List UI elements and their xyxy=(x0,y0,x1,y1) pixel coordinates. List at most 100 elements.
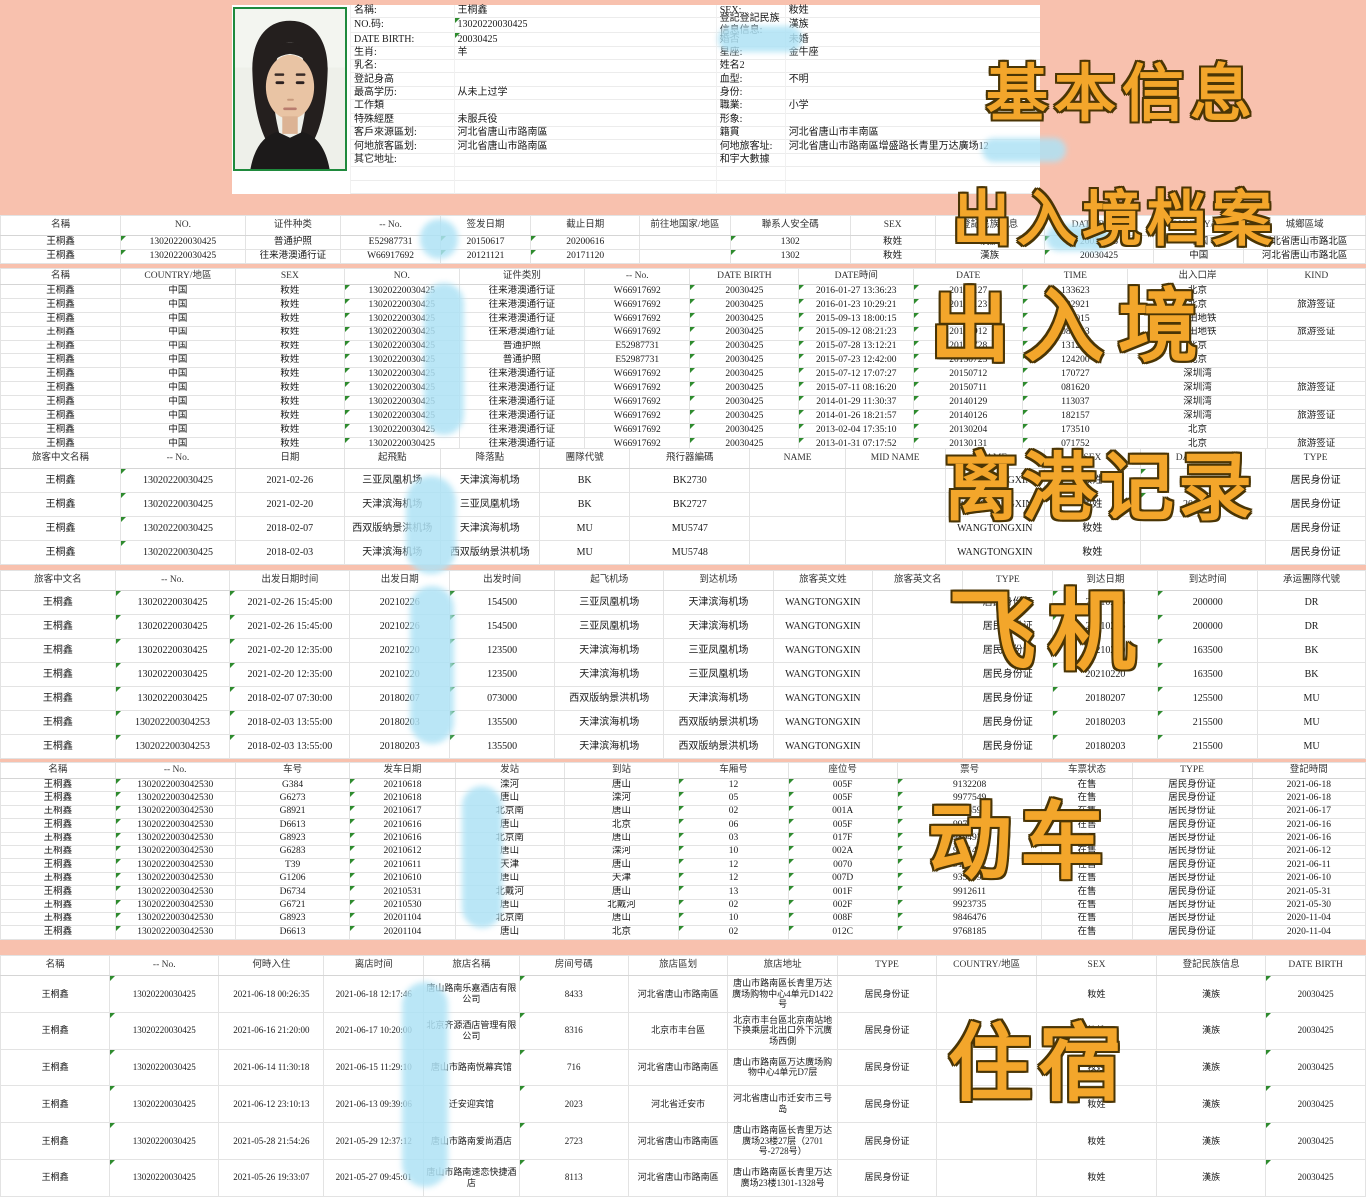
cell[interactable]: 普通护照 xyxy=(458,339,586,355)
cell[interactable]: 王桐鑫 xyxy=(0,898,116,913)
cell[interactable]: 2015-09-12 08:21:23 xyxy=(798,325,915,341)
cell[interactable]: 012C xyxy=(787,925,898,940)
cell[interactable]: 154500 xyxy=(449,614,556,639)
cell[interactable]: 13020220030425 xyxy=(120,249,246,264)
cell[interactable]: 13020220030425 xyxy=(120,235,246,250)
cell[interactable]: 13020220030425 xyxy=(114,614,231,639)
cell[interactable]: 005F xyxy=(787,818,898,833)
cell[interactable]: 中国 xyxy=(120,395,236,411)
cell[interactable]: 20030425 xyxy=(1265,1048,1366,1087)
cell[interactable]: 1302022003042530 xyxy=(114,804,236,820)
cell[interactable] xyxy=(1266,367,1366,383)
cell[interactable]: BK xyxy=(1257,662,1366,687)
cell[interactable]: 9923735 xyxy=(896,898,1043,913)
cell[interactable]: 20030425 xyxy=(689,367,800,383)
cell[interactable]: 河北省唐山市路南區 xyxy=(627,1158,729,1197)
cell[interactable]: 王桐鑫 xyxy=(0,791,116,806)
cell[interactable]: 13020220030425 xyxy=(120,492,236,517)
cell[interactable]: 163500 xyxy=(1157,662,1259,687)
cell[interactable]: 居民身份证 xyxy=(836,975,938,1013)
cell[interactable]: MU5747 xyxy=(629,516,751,541)
cell[interactable]: 2021-06-17 xyxy=(1251,804,1366,820)
cell[interactable]: 2021-06-18 00:26:35 xyxy=(218,975,325,1013)
cell[interactable]: 王桐鑫 xyxy=(0,468,122,493)
cell[interactable]: 在售 xyxy=(1041,898,1133,913)
cell[interactable]: 籹姓 xyxy=(234,325,345,341)
cell[interactable]: 173510 xyxy=(1022,422,1129,438)
cell[interactable] xyxy=(639,249,731,264)
cell[interactable]: 2016-01-23 10:29:21 xyxy=(798,297,915,313)
cell[interactable]: 旅游签证 xyxy=(1266,381,1366,397)
cell[interactable]: 2021-02-26 xyxy=(234,468,345,493)
cell[interactable] xyxy=(1139,516,1267,541)
cell[interactable]: W66917692 xyxy=(584,367,691,383)
cell[interactable]: G6273 xyxy=(234,791,351,806)
cell[interactable]: 河北省唐山市路南區 xyxy=(627,975,729,1013)
cell[interactable]: MU5748 xyxy=(629,540,751,565)
cell[interactable]: 2018-02-03 13:55:00 xyxy=(229,734,351,759)
cell[interactable]: 中国 xyxy=(120,284,236,299)
cell[interactable]: 往来港澳通行证 xyxy=(458,395,586,411)
table-entry-exit-documents[interactable]: 名稱 NO. 证件种类 -- No. 签发日期 截止日期 前往地国家/地區 聯系人安全碼 SEX… xyxy=(0,215,1366,264)
cell[interactable]: 2014-01-26 18:21:57 xyxy=(798,409,915,424)
cell[interactable]: 唐山市路南區长青里万达廣场23楼1301-1328号 xyxy=(727,1158,838,1197)
cell[interactable]: 20030425 xyxy=(1265,1122,1366,1160)
cell[interactable]: 2021-06-12 23:10:13 xyxy=(218,1085,325,1124)
cell[interactable]: 005F xyxy=(787,791,898,806)
cell[interactable]: 20210616 xyxy=(349,831,456,846)
cell[interactable]: 唐山 xyxy=(454,925,565,940)
cell[interactable]: 唐山 xyxy=(563,911,680,927)
cell[interactable]: 2018-02-03 xyxy=(234,540,345,565)
table-accommodation-records[interactable]: 名稱 -- No. 何時入住 离店时间 旅店名稱 房间号碼 旅店區划 旅店地址 TYPE COUN… xyxy=(0,955,1366,1197)
cell[interactable]: 2016-01-27 13:36:23 xyxy=(798,284,915,299)
cell[interactable]: 130202200304253 xyxy=(114,710,231,735)
cell[interactable]: 163500 xyxy=(1157,638,1259,663)
cell[interactable]: 20030425 xyxy=(689,353,800,369)
cell[interactable]: 居民身份证 xyxy=(1265,540,1366,565)
cell[interactable]: 唐山 xyxy=(563,858,680,873)
cell[interactable]: 20030425 xyxy=(689,409,800,424)
cell[interactable]: WANGTONGXIN xyxy=(772,638,874,663)
cell[interactable]: 居民身份证 xyxy=(1131,898,1253,913)
cell[interactable]: 2020-11-04 xyxy=(1251,925,1366,940)
cell[interactable]: W66917692 xyxy=(584,381,691,397)
cell[interactable]: WANGTONGXIN xyxy=(772,686,874,711)
cell[interactable]: 漢族 xyxy=(1156,1085,1267,1124)
cell[interactable]: 河北省迁安市 xyxy=(627,1085,729,1124)
cell[interactable]: 籹姓 xyxy=(1035,1122,1158,1160)
cell[interactable]: 王桐鑫 xyxy=(0,831,116,846)
cell[interactable] xyxy=(936,1048,1037,1087)
cell[interactable]: 唐山 xyxy=(563,885,680,900)
cell[interactable]: 唐山 xyxy=(563,804,680,820)
cell[interactable]: 20030425 xyxy=(1265,1158,1366,1197)
cell[interactable]: 2021-06-16 xyxy=(1251,831,1366,846)
cell[interactable]: 02 xyxy=(678,898,789,913)
cell[interactable] xyxy=(936,1011,1037,1050)
cell[interactable]: 王桐鑫 xyxy=(0,353,122,369)
cell[interactable]: 13020220030425 xyxy=(120,516,236,541)
cell[interactable] xyxy=(872,686,964,711)
cell[interactable]: 籹姓 xyxy=(234,381,345,397)
cell[interactable]: 天津滨海机场 xyxy=(663,590,774,615)
cell[interactable]: 往来港澳通行证 xyxy=(458,422,586,438)
cell[interactable]: 1302022003042530 xyxy=(114,791,236,806)
cell[interactable]: 王桐鑫 xyxy=(0,1158,111,1197)
cell[interactable]: E52987731 xyxy=(584,339,691,355)
cell[interactable]: 8433 xyxy=(518,975,629,1013)
cell[interactable]: 籹姓 xyxy=(849,249,936,264)
cell[interactable]: 居民身份证 xyxy=(1131,871,1253,887)
cell[interactable]: 002A xyxy=(787,844,898,860)
cell[interactable]: 20130204 xyxy=(913,422,1024,438)
cell[interactable]: 002F xyxy=(787,898,898,913)
cell[interactable]: 王桐鑫 xyxy=(0,1085,111,1124)
cell[interactable]: 籹姓 xyxy=(1044,540,1141,565)
cell[interactable]: BK xyxy=(539,492,631,517)
cell[interactable]: 2021-06-16 21:20:00 xyxy=(218,1011,325,1050)
cell[interactable]: 在售 xyxy=(1041,925,1133,940)
cell[interactable]: 2021-06-18 xyxy=(1251,777,1366,793)
cell[interactable]: 往来港澳通行证 xyxy=(458,367,586,383)
cell[interactable]: 123500 xyxy=(449,638,556,663)
cell[interactable]: 深圳湾 xyxy=(1127,381,1268,397)
cell[interactable]: G8923 xyxy=(234,831,351,846)
cell[interactable] xyxy=(1139,540,1267,565)
